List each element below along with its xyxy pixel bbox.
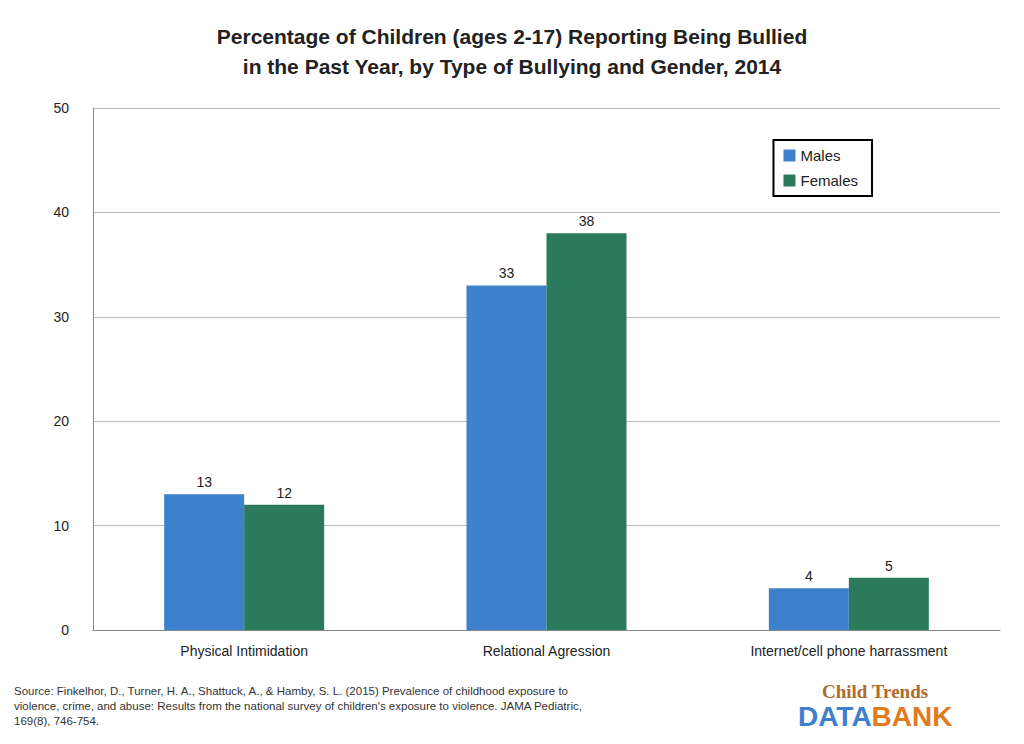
svg-text:Internet/cell phone harrassmen: Internet/cell phone harrassment [750, 643, 947, 659]
svg-text:Females: Females [800, 172, 858, 189]
svg-text:in the Past Year, by Type of B: in the Past Year, by Type of Bullying an… [243, 55, 782, 78]
svg-text:violence, crime, and abuse: Re: violence, crime, and abuse: Results from… [14, 700, 582, 712]
svg-text:13: 13 [196, 474, 212, 490]
svg-text:20: 20 [53, 413, 69, 429]
svg-text:0: 0 [61, 622, 69, 638]
svg-text:4: 4 [805, 568, 813, 584]
svg-text:12: 12 [276, 485, 292, 501]
svg-text:10: 10 [53, 518, 69, 534]
svg-text:DATA: DATA [798, 701, 872, 732]
svg-text:Source: Finkelhor, D., Turner,: Source: Finkelhor, D., Turner, H. A., Sh… [14, 685, 568, 697]
svg-text:50: 50 [53, 100, 69, 116]
svg-text:5: 5 [885, 558, 893, 574]
svg-text:Child Trends: Child Trends [822, 681, 928, 702]
svg-text:Physical Intimidation: Physical Intimidation [180, 643, 308, 659]
svg-text:Relational Agression: Relational Agression [483, 643, 611, 659]
svg-text:33: 33 [499, 265, 515, 281]
svg-text:Males: Males [800, 147, 840, 164]
svg-text:169(8), 746-754.: 169(8), 746-754. [14, 715, 99, 727]
svg-text:BANK: BANK [872, 701, 953, 732]
svg-text:Percentage of Children (ages 2: Percentage of Children (ages 2-17) Repor… [217, 25, 807, 48]
svg-text:38: 38 [579, 213, 595, 229]
svg-text:30: 30 [53, 309, 69, 325]
svg-text:40: 40 [53, 204, 69, 220]
